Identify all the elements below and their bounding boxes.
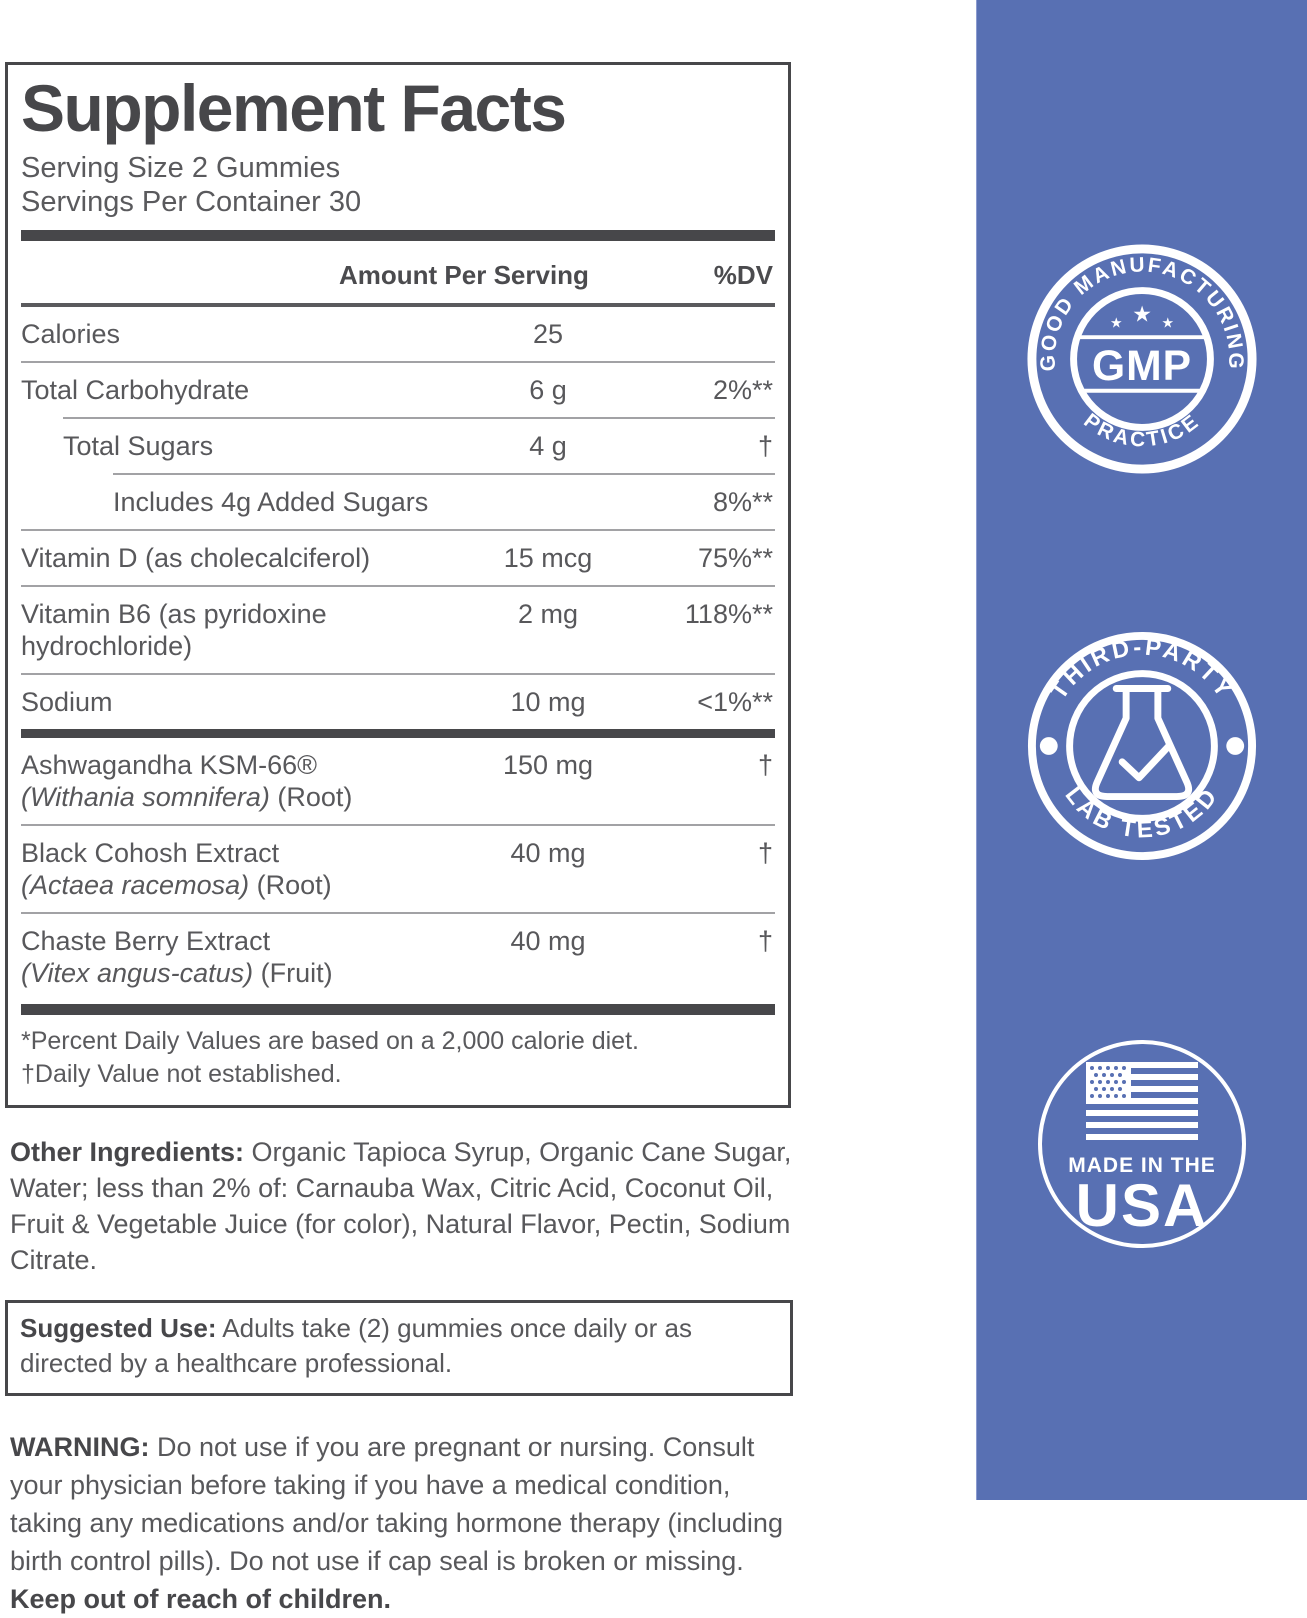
section-rule xyxy=(21,728,775,738)
row-dv: † xyxy=(757,925,773,956)
ingredient-name: Ashwagandha KSM-66® xyxy=(21,749,318,780)
table-header-row: Amount Per Serving %DV xyxy=(21,241,775,303)
serving-size: Serving Size 2 Gummies xyxy=(21,152,341,185)
row-divider xyxy=(21,528,775,531)
row-amount: 25 xyxy=(532,318,564,349)
row-name: Vitamin D (as cholecalciferol) xyxy=(21,542,371,573)
row-name: Includes 4g Added Sugars xyxy=(113,486,429,517)
star-icon: ★ xyxy=(1110,314,1122,330)
warning-label: WARNING: xyxy=(10,1431,150,1462)
servings-per-container: Servings Per Container 30 xyxy=(21,185,362,218)
row-name: Chaste Berry Extract (Vitex angus-catus)… xyxy=(21,925,453,989)
other-ingredients-label: Other Ingredients: xyxy=(10,1136,245,1167)
row-amount: 4 g xyxy=(529,430,567,461)
row-name: Ashwagandha KSM-66® (Withania somnifera)… xyxy=(21,749,453,813)
suggested-use-text: Adults take (2) gummies once daily or as… xyxy=(20,1312,692,1378)
ingredient-part: (Root) xyxy=(249,869,332,900)
row-dv: 118%** xyxy=(684,598,773,629)
header-rule xyxy=(21,302,775,307)
row-name: Calories xyxy=(21,318,121,349)
suggested-use-box: Suggested Use: Adults take (2) gummies o… xyxy=(5,1299,793,1396)
lab-tested-badge-icon: THIRD-PARTY LAB TESTED xyxy=(1027,631,1257,861)
ingredient-part: (Root) xyxy=(269,781,353,812)
row-dv: 2%** xyxy=(712,374,773,405)
supplement-facts-panel: Supplement Facts Serving Size 2 Gummies … xyxy=(5,62,791,1108)
ingredient-name: Chaste Berry Extract xyxy=(21,925,271,956)
thick-rule xyxy=(21,1003,775,1015)
thick-rule xyxy=(21,229,775,241)
row-divider xyxy=(21,672,775,675)
row-dv: <1%** xyxy=(697,686,773,717)
row-name: Sodium xyxy=(21,686,113,717)
table-row: Chaste Berry Extract (Vitex angus-catus)… xyxy=(21,914,775,1000)
amount-per-serving-header: Amount Per Serving xyxy=(339,259,589,290)
ingredient-latin-name: (Actaea racemosa) xyxy=(21,869,250,900)
made-in-usa-badge-icon: MADE IN THE USA xyxy=(1038,1040,1246,1248)
ingredient-latin-name: (Vitex angus-catus) xyxy=(21,957,254,988)
row-amount: 150 mg xyxy=(502,749,594,780)
other-ingredients-text: Organic Tapioca Syrup, Organic Cane Suga… xyxy=(10,1136,792,1275)
row-divider xyxy=(21,584,775,587)
footnote-percent-dv: *Percent Daily Values are based on a 2,0… xyxy=(21,1026,639,1055)
lab-bottom-arc-text: LAB TESTED xyxy=(1060,782,1221,844)
row-amount: 40 mg xyxy=(510,837,586,868)
gmp-bottom-arc-text: PRACTICE xyxy=(1079,409,1201,452)
label-column: Supplement Facts Serving Size 2 Gummies … xyxy=(5,62,800,1618)
usa-text: USA xyxy=(1076,1172,1209,1239)
row-dv: 75%** xyxy=(697,542,773,573)
svg-text:THIRD-PARTY: THIRD-PARTY xyxy=(1045,634,1239,705)
table-row: Sodium 10 mg <1%** xyxy=(21,675,775,729)
footnotes: *Percent Daily Values are based on a 2,0… xyxy=(21,1015,775,1105)
badge-sidebar: GOOD MANUFACTURING PRACTICE ★ ★ ★ GMP TH… xyxy=(976,0,1307,1500)
row-dv: † xyxy=(757,837,773,868)
row-divider xyxy=(63,416,775,419)
row-amount: 6 g xyxy=(529,374,567,405)
row-divider xyxy=(21,911,775,914)
ingredient-name: Black Cohosh Extract xyxy=(21,837,280,868)
row-name: Black Cohosh Extract (Actaea racemosa) (… xyxy=(21,837,453,901)
row-divider xyxy=(21,823,775,826)
ingredient-latin-name: (Withania somnifera) xyxy=(21,781,270,812)
star-icon: ★ xyxy=(1162,314,1174,330)
row-name: Total Sugars xyxy=(63,430,214,461)
other-ingredients: Other Ingredients: Organic Tapioca Syrup… xyxy=(10,1134,796,1278)
panel-title: Supplement Facts xyxy=(21,71,567,145)
warning-paragraph: WARNING: Do not use if you are pregnant … xyxy=(10,1428,800,1618)
table-row: Vitamin B6 (as pyridoxine hydrochloride)… xyxy=(21,587,775,673)
table-row: Calories 25 xyxy=(21,307,775,361)
gmp-center-text: GMP xyxy=(1092,342,1192,390)
row-divider xyxy=(21,360,775,363)
row-name: Vitamin B6 (as pyridoxine hydrochloride) xyxy=(21,598,327,661)
row-dv: † xyxy=(757,430,773,461)
star-icon: ★ xyxy=(1132,301,1152,326)
row-divider xyxy=(113,472,775,475)
percent-dv-header: %DV xyxy=(713,259,773,290)
table-row: Black Cohosh Extract (Actaea racemosa) (… xyxy=(21,826,775,912)
svg-text:LAB TESTED: LAB TESTED xyxy=(1060,782,1225,844)
table-row: Includes 4g Added Sugars 8%** xyxy=(21,475,775,529)
flask-icon xyxy=(1091,685,1193,801)
lab-top-arc-text: THIRD-PARTY xyxy=(1045,634,1236,705)
svg-text:PRACTICE: PRACTICE xyxy=(1079,409,1204,452)
row-amount: 15 mcg xyxy=(503,542,593,573)
row-amount: 40 mg xyxy=(510,925,586,956)
row-dv: † xyxy=(757,749,773,780)
made-in-the-text: MADE IN THE xyxy=(1068,1154,1216,1177)
footnote-dagger: †Daily Value not established. xyxy=(21,1059,342,1088)
suggested-use-label: Suggested Use: xyxy=(20,1312,217,1343)
table-row: Total Carbohydrate 6 g 2%** xyxy=(21,363,775,417)
table-row: Total Sugars 4 g † xyxy=(21,419,775,473)
table-row: Vitamin D (as cholecalciferol) 15 mcg 75… xyxy=(21,531,775,585)
row-name: Total Carbohydrate xyxy=(21,374,250,405)
us-flag-icon xyxy=(1086,1062,1198,1140)
row-dv: 8%** xyxy=(712,486,773,517)
row-amount: 2 mg xyxy=(517,598,579,629)
gmp-badge-icon: GOOD MANUFACTURING PRACTICE ★ ★ ★ GMP xyxy=(1027,244,1257,474)
ingredient-part: (Fruit) xyxy=(253,957,333,988)
table-row: Ashwagandha KSM-66® (Withania somnifera)… xyxy=(21,738,775,824)
warning-keep-out-line: Keep out of reach of children. xyxy=(10,1583,392,1614)
row-amount: 10 mg xyxy=(510,686,586,717)
